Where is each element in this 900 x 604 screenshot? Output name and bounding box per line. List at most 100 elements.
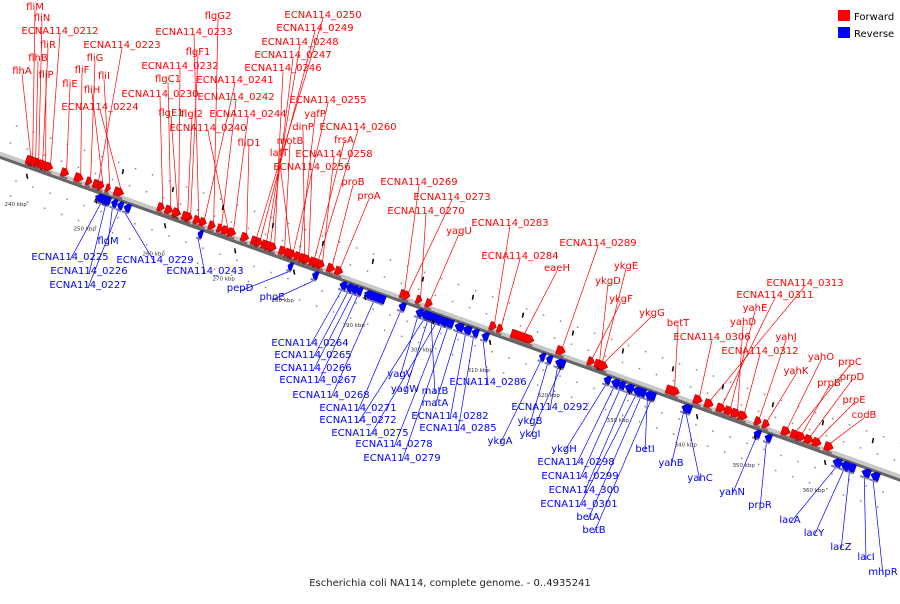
forward-gene-flgg2-14-label: flgG2	[205, 11, 232, 22]
forward-gene-flgf1-16-label: flgF1	[186, 47, 211, 58]
guide-dot	[265, 234, 267, 236]
guide-dot	[622, 415, 624, 417]
guide-dot	[322, 235, 324, 237]
guide-dot	[78, 220, 80, 222]
guide-dot	[491, 351, 493, 353]
reverse-gene-mhpr-45-leader	[873, 482, 883, 575]
reverse-gene-ecna114-0275-15-label: ECNA114_0275	[331, 428, 408, 439]
tick-label-10: 340 kbp	[674, 442, 697, 448]
guide-dot	[860, 500, 862, 502]
forward-gene-ykgg-54-label: ykgG	[639, 308, 665, 319]
forward-gene-yahd-60-label: yahD	[730, 317, 756, 328]
reverse-gene-laci-44-leader	[864, 478, 866, 560]
reverse-gene-ecna114-0282-22-label: ECNA114_0282	[411, 411, 488, 422]
forward-gene-ecna114-0223-7-label: ECNA114_0223	[83, 40, 160, 51]
guide-dot	[525, 363, 527, 365]
guide-dot	[605, 356, 607, 358]
forward-gene-flie-10-label: fliE	[62, 79, 77, 90]
guide-dot	[554, 337, 556, 339]
reverse-gene-ykgh-29-leader	[564, 386, 605, 452]
forward-gene-ecna114-0232-17-label: ECNA114_0232	[141, 61, 218, 72]
forward-gene-ecna114-0258-39-label: ECNA114_0258	[295, 149, 372, 160]
legend: Forward Reverse	[838, 10, 894, 40]
guide-dot	[713, 375, 715, 377]
tick-label-7: 310 kbp	[467, 368, 490, 374]
forward-gene-ykgf-53-label: ykgF	[609, 294, 633, 305]
forward-gene-flih-12-label: fliH	[84, 85, 101, 96]
reverse-gene-ecna114-0243-5-label: ECNA114_0243	[166, 266, 243, 277]
reverse-gene-ecna114-0298-30-label: ECNA114_0298	[537, 457, 614, 468]
guide-dot	[475, 290, 477, 292]
forward-gene-ecna114-0260-37-label: ECNA114_0260	[319, 122, 396, 133]
reverse-gene-39	[752, 429, 762, 441]
reverse-gene-ykga-25-label: ykgA	[488, 436, 513, 447]
guide-dot	[543, 314, 545, 316]
guide-dot	[866, 430, 868, 432]
guide-dot	[593, 388, 595, 390]
forward-gene-prpc-65-label: prpC	[838, 357, 862, 368]
guide-dot	[690, 386, 692, 388]
guide-dot	[112, 232, 114, 234]
guide-dot	[254, 211, 256, 213]
reverse-gene-ecna114-0272-14-label: ECNA114_0272	[319, 415, 396, 426]
guide-dot	[117, 217, 119, 219]
reverse-gene-25	[537, 352, 546, 363]
guide-dot	[423, 327, 425, 329]
forward-gene-ecna114-0223-7-leader	[99, 48, 122, 180]
forward-gene-proa-42-label: proA	[357, 191, 380, 202]
guide-dot	[775, 417, 777, 419]
guide-dot	[333, 311, 335, 313]
guide-dot	[571, 343, 573, 345]
reverse-gene-ecna114-0268-12-label: ECNA114_0268	[292, 390, 369, 401]
forward-gene-flir-2-label: fliR	[40, 40, 56, 51]
guide-dot	[384, 330, 386, 332]
guide-dot	[265, 287, 267, 289]
reverse-gene-ecna114-300-32-label: ECNA114_300	[549, 485, 620, 496]
reverse-gene-lacz-43-label: lacZ	[830, 542, 851, 553]
guide-dot	[100, 211, 102, 213]
forward-gene-ecna114-0233-15-label: ECNA114_0233	[155, 27, 232, 38]
forward-gene-prpe-68-label: prpE	[842, 395, 865, 406]
forward-gene-ecna114-0269-43-label: ECNA114_0269	[380, 177, 457, 188]
guide-dot	[452, 354, 454, 356]
forward-gene-motb-35-label: motB	[277, 136, 304, 147]
forward-gene-flie-10-leader	[67, 87, 70, 169]
guide-dot	[49, 192, 51, 194]
guide-dot	[877, 506, 879, 508]
forward-gene-ecna114-0284-48-label: ECNA114_0284	[481, 251, 558, 262]
guide-dot	[656, 427, 658, 429]
forward-gene-ykge-51-label: ykgE	[614, 261, 638, 272]
tick-mark	[294, 270, 295, 275]
guide-dot	[554, 390, 556, 392]
reverse-gene-matb-20-label: matB	[422, 386, 449, 397]
reverse-gene-prpr-40-label: prpR	[748, 500, 772, 511]
guide-dot	[627, 400, 629, 402]
reverse-gene-pepd-6-label: pepD	[227, 283, 254, 294]
forward-gene-ecna114-0306-56-label: ECNA114_0306	[673, 332, 750, 343]
forward-gene-prpb-66-leader	[803, 386, 829, 433]
tick-mark	[697, 414, 698, 419]
guide-dot	[152, 174, 154, 176]
forward-gene-motb-35-leader	[285, 144, 290, 247]
tick-mark	[365, 295, 366, 300]
guide-dot	[305, 229, 307, 231]
guide-dot	[95, 173, 97, 175]
guide-dot	[537, 384, 539, 386]
reverse-gene-lacz-43-leader	[841, 473, 849, 550]
tick-label-2: 260 kbp	[142, 251, 165, 257]
guide-dot	[61, 214, 63, 216]
guide-dot	[435, 295, 437, 297]
guide-dot	[696, 369, 698, 371]
forward-gene-flha-4-leader	[22, 74, 31, 156]
guide-dot	[764, 394, 766, 396]
reverse-gene-beti-36-label: betI	[635, 444, 654, 455]
reverse-gene-ecna114-0267-11-label: ECNA114_0267	[279, 375, 356, 386]
guide-dot	[27, 148, 29, 150]
forward-gene-eaeh-50-label: eaeH	[544, 263, 570, 274]
tick-mark	[490, 340, 491, 345]
reverse-gene-yahc-38-label: yahC	[687, 473, 712, 484]
tick-label-4: 280 kbp	[271, 298, 294, 304]
guide-dot	[678, 418, 680, 420]
forward-gene-ecna114-0312-62-leader	[745, 354, 760, 412]
